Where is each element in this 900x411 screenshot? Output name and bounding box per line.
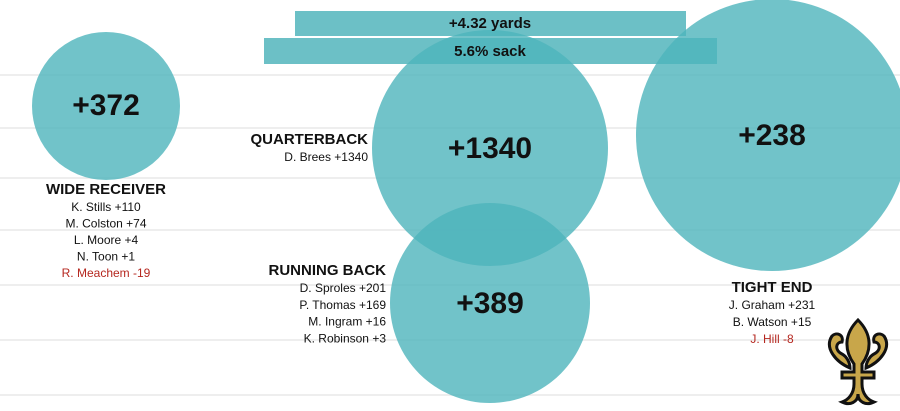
player: B. Watson +15 bbox=[733, 315, 812, 329]
position-label: RUNNING BACK bbox=[269, 262, 387, 279]
player: N. Toon +1 bbox=[77, 250, 135, 264]
position-label: TIGHT END bbox=[732, 279, 813, 296]
position-label: QUARTERBACK bbox=[251, 131, 369, 148]
banner-text: 5.6% sack bbox=[454, 43, 526, 60]
player: M. Ingram +16 bbox=[308, 315, 386, 329]
player: K. Stills +110 bbox=[71, 200, 141, 214]
total: +372 bbox=[72, 89, 140, 122]
total: +389 bbox=[456, 287, 524, 320]
player: K. Robinson +3 bbox=[304, 331, 387, 345]
bubbles bbox=[32, 0, 900, 403]
bubble bbox=[390, 203, 590, 403]
player: M. Colston +74 bbox=[65, 217, 146, 231]
banner-text: +4.32 yards bbox=[449, 15, 531, 32]
player: P. Thomas +169 bbox=[299, 298, 386, 312]
fleur-de-lis bbox=[827, 317, 889, 406]
player: D. Sproles +201 bbox=[300, 281, 387, 295]
bubble bbox=[32, 32, 180, 180]
player: J. Hill -8 bbox=[750, 332, 794, 346]
player: D. Brees +1340 bbox=[284, 150, 368, 164]
bubble bbox=[636, 0, 900, 271]
total: +1340 bbox=[448, 132, 532, 165]
total: +238 bbox=[738, 119, 806, 152]
bubble bbox=[372, 30, 608, 266]
position-label: WIDE RECEIVER bbox=[46, 181, 166, 198]
player: L. Moore +4 bbox=[74, 233, 139, 247]
player: J. Graham +231 bbox=[729, 298, 816, 312]
player: R. Meachem -19 bbox=[62, 266, 151, 280]
